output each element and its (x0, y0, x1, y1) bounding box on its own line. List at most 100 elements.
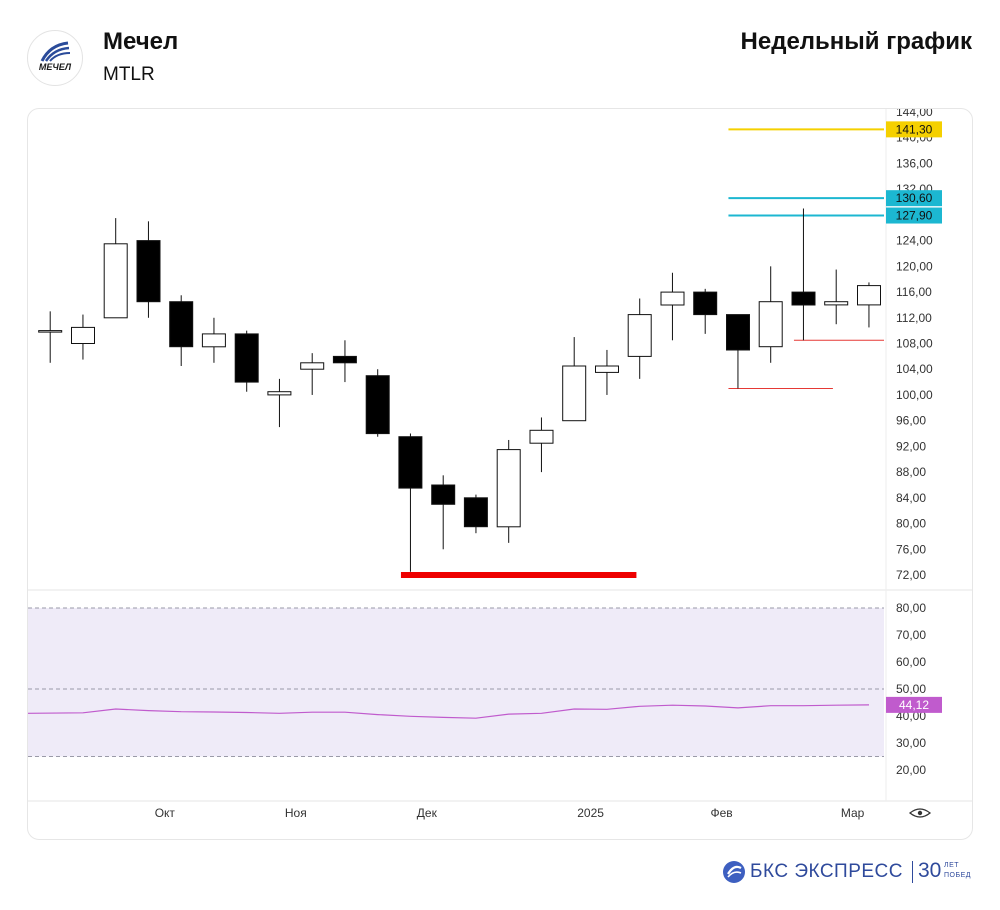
ticker-symbol: MTLR (103, 64, 155, 85)
rsi-tick-label: 80,00 (896, 601, 926, 615)
candle-body (660, 291, 685, 306)
company-logo: МЕЧЕЛ (27, 30, 83, 86)
candle-body (758, 301, 783, 348)
brand-divider (912, 861, 913, 883)
candle-body (103, 243, 128, 319)
candle-body (529, 429, 554, 444)
candle (496, 439, 521, 543)
candlestick-chart[interactable]: 72,00 76,00 80,00 84,00 88,00 92,00 96,00 100,0… (28, 109, 972, 839)
candle (463, 494, 488, 534)
price-tick-label: 80,00 (896, 517, 926, 531)
candle (201, 317, 226, 363)
rsi-last-value-tag (886, 696, 942, 713)
price-tick-label: 124,00 (896, 234, 933, 248)
rsi-tick-label: 60,00 (896, 655, 926, 669)
candle-body (398, 436, 423, 489)
eye-icon-outline (908, 808, 932, 818)
candle-body (201, 333, 226, 348)
candle (693, 288, 718, 334)
candle-body (365, 375, 390, 435)
candle (595, 349, 619, 395)
level-tag-resistance-130 (886, 190, 942, 207)
eye-icon-pupil (917, 810, 923, 816)
candle-body (71, 326, 95, 344)
eye-icon[interactable] (908, 808, 932, 818)
candle (332, 340, 357, 383)
level-tag-label-resistance-127: 127,90 (896, 209, 933, 223)
price-tick-label: 84,00 (896, 491, 926, 505)
candle (758, 266, 783, 363)
candle-body (332, 355, 357, 364)
candle-body (300, 362, 325, 370)
candle (136, 221, 161, 318)
rsi-band (28, 608, 884, 757)
logo-text: МЕЧЕЛ (39, 62, 72, 72)
candle (300, 353, 325, 395)
rsi-tick-label: 70,00 (896, 628, 926, 642)
candle (660, 272, 685, 341)
brand-name: БКС ЭКСПРЕСС (750, 861, 903, 882)
level-tag-label-resistance-141: 141,30 (896, 122, 933, 136)
candle-body (267, 391, 292, 396)
candle (71, 314, 95, 360)
chart-container[interactable]: 72,00 76,00 80,00 84,00 88,00 92,00 96,00 100,0… (27, 108, 973, 840)
level-tag-resistance-141 (886, 121, 942, 138)
candle (365, 369, 390, 437)
candle (103, 218, 128, 319)
candle (267, 378, 292, 428)
candle-body (693, 291, 718, 316)
candle-body (463, 497, 488, 528)
candle-body (595, 365, 619, 373)
brand-footer: БКС ЭКСПРЕСС 30 ЛЕТ ПОБЕД (722, 858, 977, 888)
candle-body (857, 285, 881, 306)
price-tick-label: 76,00 (896, 542, 926, 556)
brand-years: 30 (918, 859, 942, 882)
chart-type-title: Недельный график (740, 28, 972, 55)
candle-body (627, 314, 652, 357)
candle-body (824, 301, 849, 306)
level-tag-resistance-127 (886, 207, 942, 224)
candle (824, 269, 849, 325)
price-tick-label: 100,00 (896, 388, 933, 402)
price-tick-label: 108,00 (896, 337, 933, 351)
price-tick-label: 136,00 (896, 156, 933, 170)
candle (398, 433, 423, 572)
candle-body (234, 333, 259, 383)
candle-body (38, 330, 63, 333)
candle (529, 417, 554, 473)
candle (726, 314, 750, 389)
candle-body (726, 314, 750, 351)
price-tick-label: 96,00 (896, 414, 926, 428)
candle-body (136, 240, 161, 303)
price-tick-label: 88,00 (896, 465, 926, 479)
candle-body (562, 365, 587, 422)
x-axis-label: Мар (841, 806, 865, 820)
rsi-line (28, 704, 870, 719)
x-axis-label: 2025 (577, 806, 604, 820)
candle (431, 475, 456, 550)
candle-body (431, 484, 456, 505)
candle-body (169, 301, 194, 348)
price-tick-label: 116,00 (896, 285, 932, 299)
rsi-tick-label: 20,00 (896, 763, 926, 777)
candle (562, 337, 587, 422)
candle-body (791, 291, 816, 306)
candle (857, 282, 881, 328)
rsi-tick-label: 50,00 (896, 682, 926, 696)
candle (791, 208, 816, 341)
candle-body (496, 449, 521, 528)
rsi-tick-label: 30,00 (896, 736, 926, 750)
x-axis-label: Окт (155, 806, 176, 820)
x-axis-label: Фев (710, 806, 732, 820)
candle (169, 295, 194, 367)
brand-years-sub2: ПОБЕД (944, 872, 971, 879)
price-tick-label: 72,00 (896, 568, 926, 582)
brand-years-sub1: ЛЕТ (944, 862, 960, 869)
price-tick-label: 92,00 (896, 439, 926, 453)
price-tick-label: 120,00 (896, 259, 933, 273)
x-axis-label: Дек (417, 806, 438, 820)
price-tick-label: 144,00 (896, 109, 933, 119)
price-tick-label: 112,00 (896, 311, 932, 325)
rsi-last-value-label: 44,12 (899, 698, 929, 712)
mechel-logo-icon: МЕЧЕЛ (39, 41, 72, 72)
